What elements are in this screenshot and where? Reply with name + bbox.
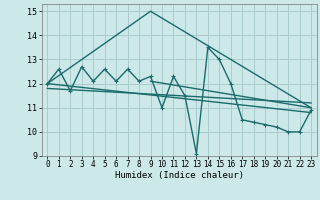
X-axis label: Humidex (Indice chaleur): Humidex (Indice chaleur) xyxy=(115,171,244,180)
